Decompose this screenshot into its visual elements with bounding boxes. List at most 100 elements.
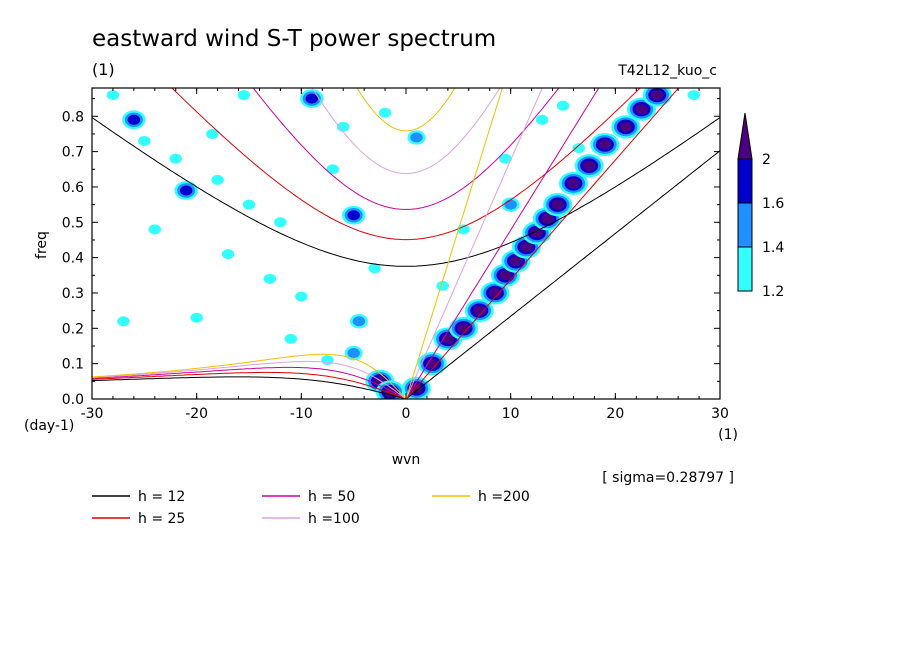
contour-blob-14-3	[598, 139, 612, 150]
contour-blob-22-2	[347, 210, 360, 221]
y-tick-label: 0.0	[62, 392, 84, 408]
contour-blob-33-0	[274, 217, 287, 228]
legend-label-h200: h =200	[478, 489, 530, 505]
contour-blob-20-2	[305, 93, 319, 104]
contour-blob-32-0	[242, 199, 256, 210]
legend-label-h50: h = 50	[308, 489, 355, 505]
curve-gravity-h100	[311, 88, 501, 175]
x-axis-label: wvn	[392, 452, 421, 468]
colorbar-segment-1.6	[737, 158, 753, 204]
chart-title: eastward wind S-T power spectrum	[92, 26, 496, 52]
x-tick-label: -20	[185, 406, 208, 422]
contour-blob-51-0	[237, 90, 251, 101]
contour-blob-42-0	[117, 316, 130, 327]
legend-label-h25: h = 25	[138, 511, 185, 527]
chart-subtitle-right: T42L12_kuo_c	[617, 63, 717, 79]
contour-blob-25-1	[347, 348, 360, 359]
y-unit-label: (day-1)	[24, 418, 74, 434]
curve-kelvin-h12	[405, 150, 720, 399]
contour-blob-3-3	[457, 323, 470, 334]
x-unit-label: (1)	[718, 427, 738, 443]
sigma-note: [ sigma=0.28797 ]	[602, 470, 734, 486]
contour-blob-15-3	[619, 121, 633, 132]
y-tick-label: 0.5	[62, 215, 84, 231]
contour-blob-17-3	[650, 90, 664, 101]
contour-blob-52-0	[206, 128, 219, 139]
colorbar-label: 2	[762, 152, 771, 168]
contour-blob-31-0	[211, 174, 224, 185]
contour-blob-27-1	[504, 199, 517, 210]
curve-gravity-h25	[171, 88, 641, 241]
contour-blob-8-3	[520, 242, 533, 253]
contour-blob-48-0	[572, 143, 585, 154]
x-tick-label: 0	[402, 406, 411, 422]
colorbar-triangle	[737, 112, 753, 160]
y-tick-label: 0.1	[62, 357, 84, 373]
contour-blob-7-3	[509, 256, 523, 267]
contour-blob-16-3	[635, 104, 648, 115]
curve-rossby-h25	[92, 371, 407, 399]
contour-blob-47-0	[535, 114, 549, 125]
contour-blob-21-2	[127, 114, 141, 125]
contour-blob-38-0	[336, 121, 350, 132]
curve-gravity-h12	[92, 117, 720, 267]
x-tick-label: 20	[606, 406, 624, 422]
contour-blob-50-0	[556, 100, 570, 111]
contour-fills	[106, 88, 701, 399]
contour-blob-26-1	[410, 132, 423, 143]
contour-blob-36-0	[295, 291, 308, 302]
axis-ticks: -30 -20 -10 0 10 20 30 0.0 0.1 0.2 0.3 0.4 0.5 0.6 0.7…	[62, 88, 729, 422]
colorbar-label: 1.6	[762, 196, 784, 212]
contour-blob-49-0	[687, 90, 701, 101]
contour-blob-30-0	[169, 153, 182, 164]
contour-blob-28-0	[106, 90, 120, 101]
contour-blob-44-0	[368, 263, 381, 274]
colorbar: 1.2 1.4 1.6 2	[737, 112, 784, 300]
contour-blob-53-0	[436, 280, 449, 291]
contour-blob-34-0	[263, 273, 277, 284]
y-tick-label: 0.3	[62, 286, 84, 302]
x-tick-label: 10	[502, 406, 520, 422]
x-tick-label: 30	[711, 406, 729, 422]
contour-blob-40-0	[148, 224, 162, 235]
curve-gravity-h200	[356, 88, 456, 132]
contour-blob-6-3	[499, 270, 512, 281]
contour-blob-46-0	[499, 153, 512, 164]
contour-blob-9-3	[530, 227, 544, 238]
contour-blob-37-0	[326, 164, 339, 175]
curve-kelvin-h200	[405, 88, 503, 399]
curve-rossby-h50	[92, 366, 407, 399]
contour-blob-12-3	[567, 178, 580, 189]
contour-blob-11-3	[551, 199, 565, 210]
contour-blob-41-0	[190, 312, 203, 323]
colorbar-label: 1.4	[762, 240, 784, 256]
colorbar-label: 1.2	[762, 284, 784, 300]
y-axis-label: freq	[34, 231, 50, 259]
legend-label-h12: h = 12	[138, 489, 185, 505]
contour-blob-45-0	[457, 224, 470, 235]
curve-rossby-h200	[92, 353, 407, 399]
contour-blob-39-0	[378, 107, 392, 118]
x-tick-label: -10	[290, 406, 313, 422]
x-tick-label: -30	[81, 406, 104, 422]
y-tick-label: 0.6	[62, 180, 84, 196]
chart-subtitle-left: (1)	[92, 60, 115, 79]
contour-blob-54-0	[321, 355, 334, 366]
contour-blob-43-0	[284, 333, 298, 344]
y-tick-label: 0.4	[62, 251, 84, 267]
legend-label-h100: h =100	[308, 511, 360, 527]
colorbar-segment-1.4	[737, 202, 753, 248]
contour-blob-10-3	[541, 213, 554, 224]
y-tick-label: 0.8	[62, 109, 84, 125]
legend: h = 12 h = 25 h = 50 h =100 h =200	[92, 489, 530, 527]
contour-blob-35-0	[221, 249, 235, 260]
curve-rossby-h100	[92, 360, 407, 399]
curve-gravity-h50	[252, 88, 560, 210]
y-tick-label: 0.7	[62, 145, 84, 161]
colorbar-segment-1.2	[737, 246, 753, 292]
curve-kelvin-h25	[405, 88, 680, 399]
curve-kelvin-h50	[405, 88, 600, 399]
curve-rossby-h12	[92, 376, 407, 399]
curve-kelvin-h100	[405, 88, 543, 399]
